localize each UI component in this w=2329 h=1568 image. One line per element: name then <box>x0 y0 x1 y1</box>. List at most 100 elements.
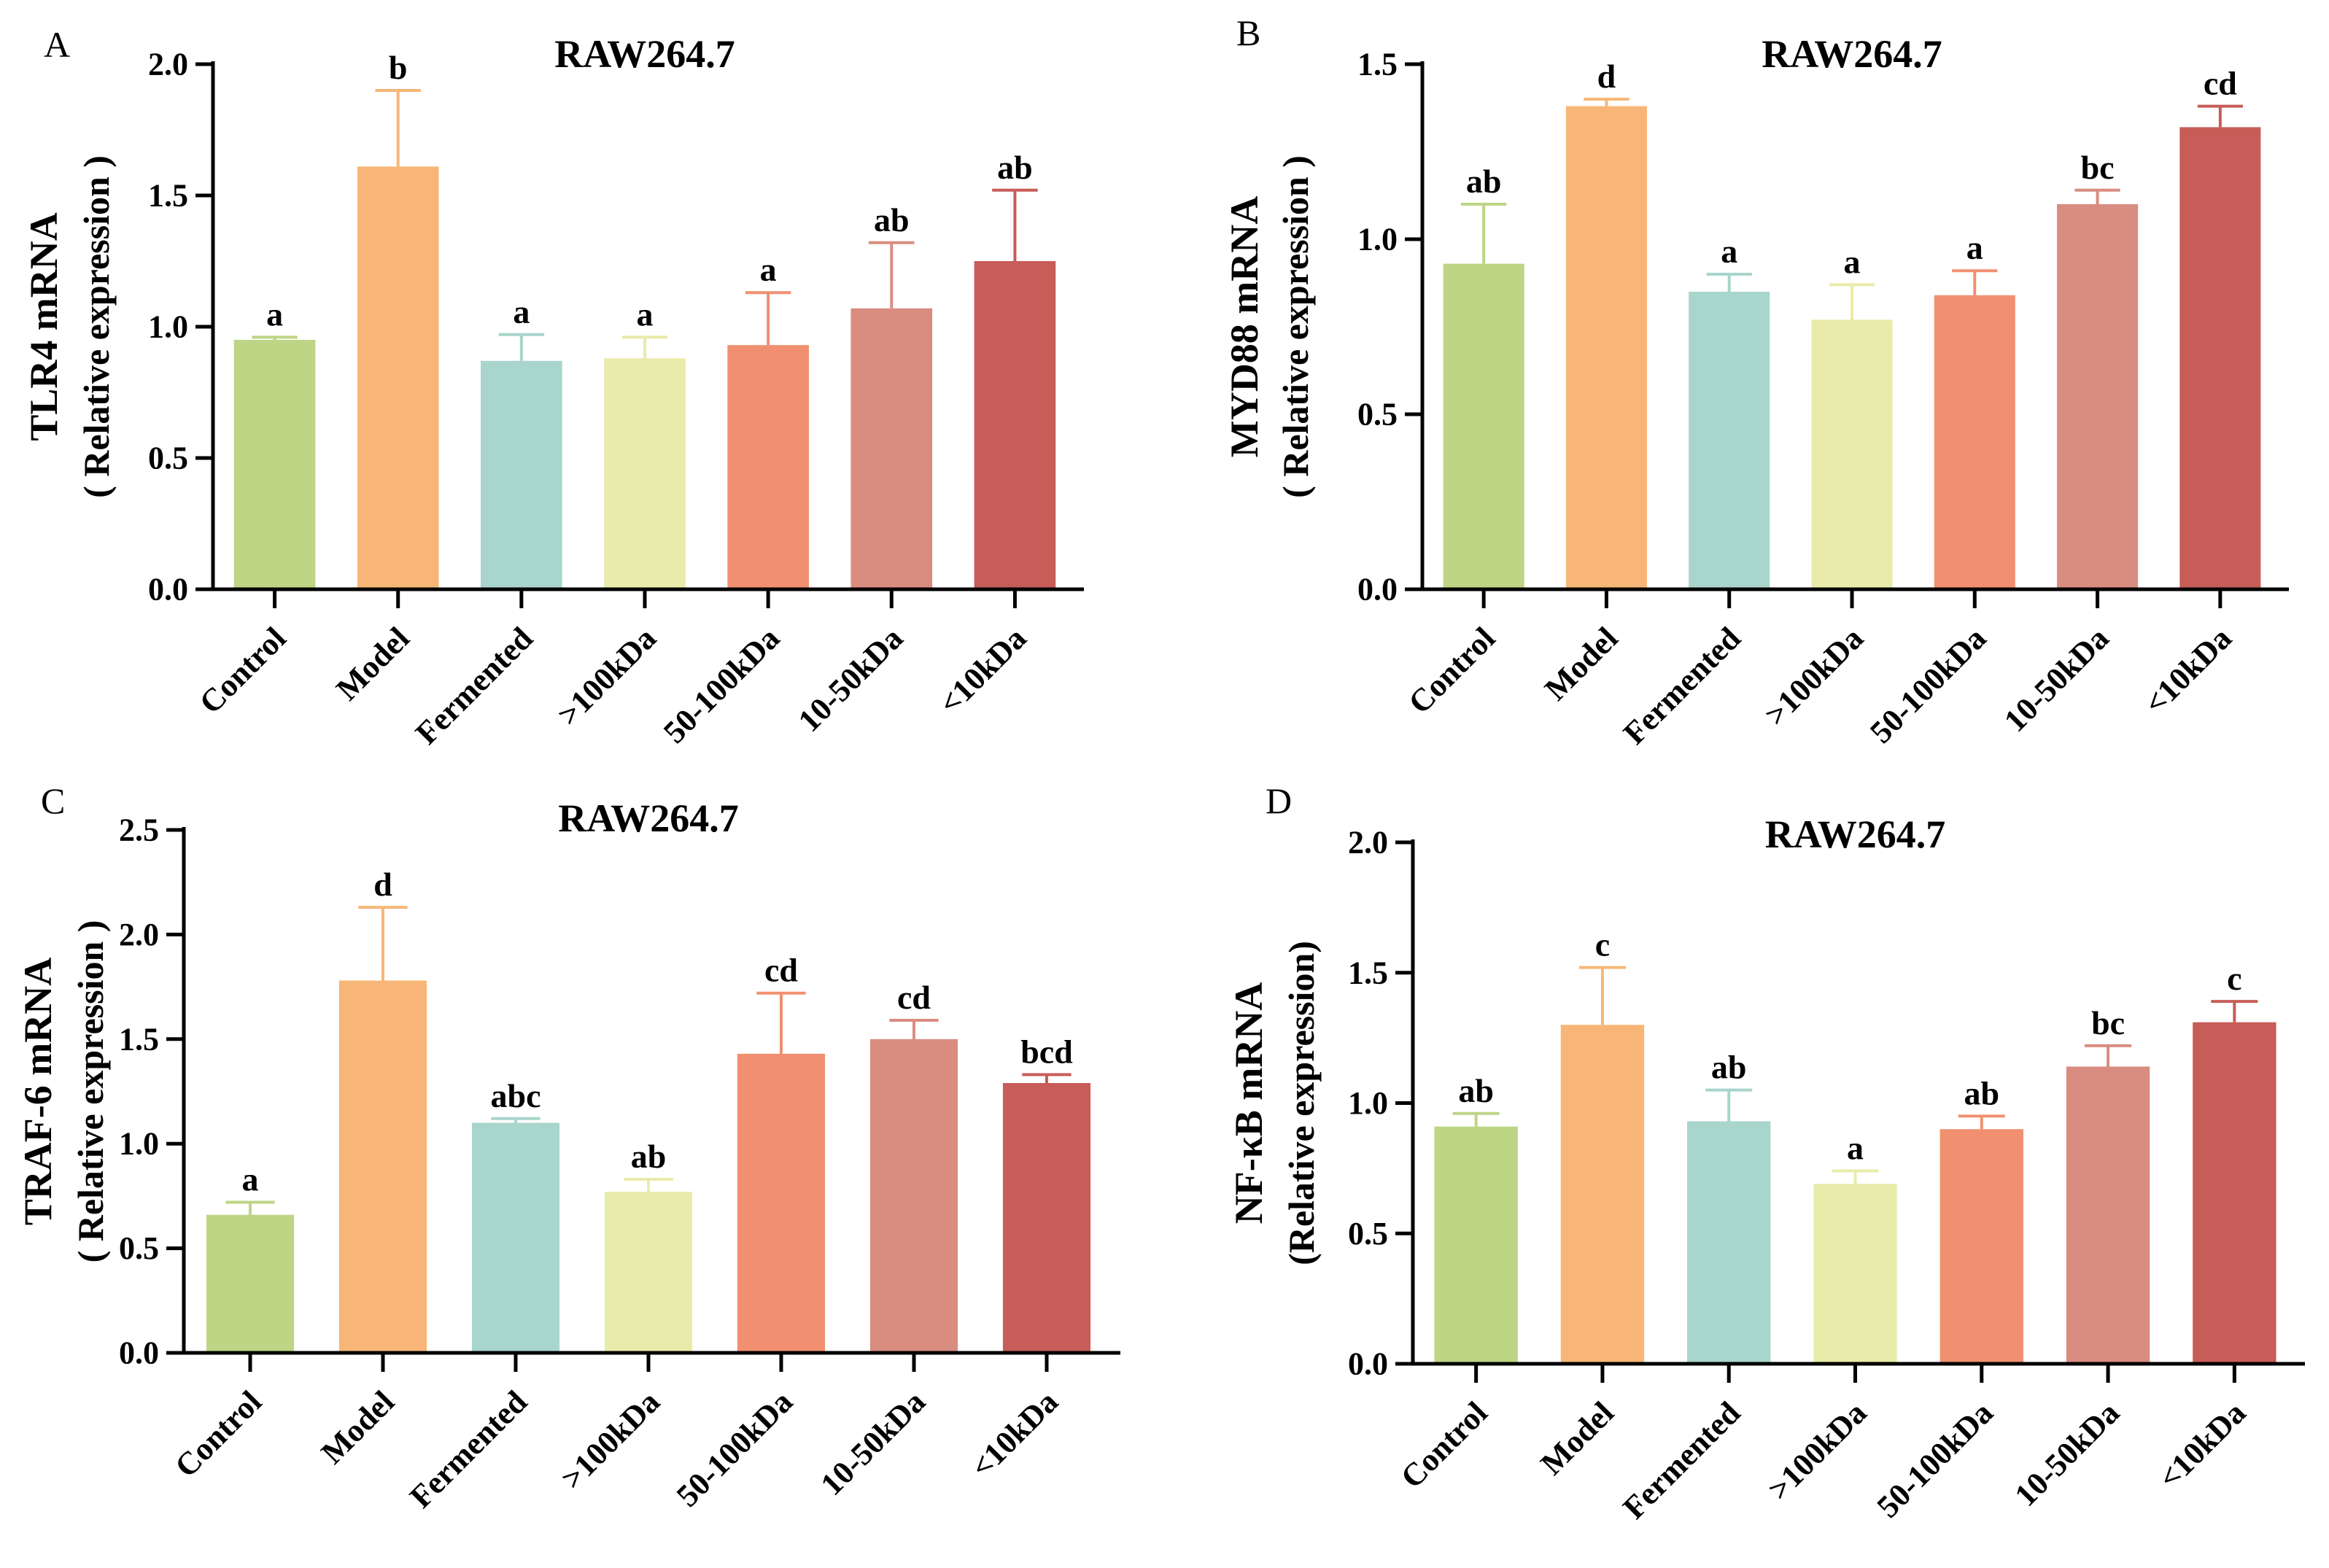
significance-letter: c <box>1595 926 1610 963</box>
significance-letter: a <box>1844 243 1861 280</box>
x-tick-label: Model <box>314 1383 401 1470</box>
y-axis-sublabel: (Relative expression) <box>1281 941 1322 1265</box>
panel-letter: B <box>1236 12 1260 53</box>
y-tick-label: 0.0 <box>1357 572 1398 608</box>
y-axis-label: MYD88 mRNA <box>1222 196 1266 457</box>
significance-letter: a <box>1966 229 1983 266</box>
x-tick-label: 50-100kDa <box>670 1383 799 1513</box>
bar-1 <box>206 1214 295 1353</box>
x-tick-label: <10kDa <box>964 1383 1065 1485</box>
x-tick-label: Fermented <box>1616 620 1748 751</box>
bar-2 <box>357 166 439 589</box>
significance-letter: a <box>513 293 530 330</box>
y-tick-label: 1.0 <box>148 309 188 345</box>
panel-a: A RAW264.7 TLR4 mRNA( Relative expression … <box>22 24 1084 751</box>
y-axis-sublabel: ( Relative expression ) <box>76 155 117 498</box>
bar-7 <box>974 261 1056 589</box>
significance-letter: b <box>389 49 408 86</box>
x-tick-label: <10kDa <box>2152 1394 2253 1496</box>
significance-letter: a <box>637 295 654 333</box>
significance-letter: abc <box>491 1077 541 1114</box>
x-tick-label: >100kDa <box>1758 620 1870 732</box>
panel-letter: A <box>44 24 70 65</box>
bar-2 <box>1565 106 1647 590</box>
significance-letter: d <box>1597 58 1616 95</box>
significance-letter: ab <box>997 149 1033 186</box>
bar-5 <box>1939 1129 2023 1364</box>
bar-2 <box>338 980 427 1353</box>
x-tick-label: 50-100kDa <box>1863 620 1993 750</box>
panel-b: B RAW264.7 MYD88 mRNA( Relative expression… <box>1222 12 2289 751</box>
bar-1 <box>1434 1126 1518 1364</box>
bar-3 <box>471 1122 560 1353</box>
significance-letter: cd <box>764 952 798 989</box>
chart-title: RAW264.7 <box>1762 32 1942 76</box>
x-tick-label: Model <box>1534 1394 1621 1481</box>
x-tick-label: Fermented <box>403 1383 534 1515</box>
y-tick-label: 1.5 <box>119 1021 159 1057</box>
y-tick-label: 0.5 <box>1357 397 1398 432</box>
bar-1 <box>1443 263 1524 589</box>
x-tick-label: 10-50kDa <box>1997 620 2116 739</box>
chart-title: RAW264.7 <box>1765 812 1946 856</box>
x-tick-label: >100kDa <box>1761 1394 1873 1507</box>
bar-6 <box>2066 1066 2150 1364</box>
y-tick-label: 0.5 <box>148 440 188 476</box>
y-axis-sublabel: ( Relative expression ) <box>1275 155 1316 498</box>
significance-letter: bc <box>2081 149 2115 186</box>
bar-6 <box>2057 204 2139 589</box>
x-tick-label: 50-100kDa <box>656 620 786 750</box>
bar-7 <box>1002 1083 1091 1353</box>
significance-letter: a <box>760 251 777 288</box>
x-tick-label: 10-50kDa <box>814 1383 933 1502</box>
significance-letter: d <box>373 866 392 903</box>
x-tick-label: Control <box>1394 1394 1495 1495</box>
significance-letter: a <box>1721 233 1737 270</box>
x-tick-label: Fermented <box>408 620 540 751</box>
panel-d: D RAW264.7 NF-κB mRNA (Relative expression)… <box>1227 780 2305 1526</box>
bar-3 <box>1689 292 1770 589</box>
y-tick-label: 1.5 <box>148 178 188 214</box>
significance-letter: bcd <box>1020 1033 1073 1071</box>
bar-3 <box>481 360 562 589</box>
significance-letter: a <box>266 295 283 333</box>
x-tick-label: Fermented <box>1616 1394 1748 1526</box>
panel-letter: C <box>41 780 65 821</box>
x-tick-label: >100kDa <box>551 620 663 732</box>
y-tick-label: 1.5 <box>1348 955 1388 990</box>
y-axis-label: TRAF-6 mRNA <box>16 958 60 1225</box>
x-tick-label: 10-50kDa <box>2008 1394 2127 1513</box>
significance-letter: ab <box>631 1138 667 1175</box>
bar-4 <box>1813 1184 1897 1364</box>
y-axis-label: NF-κB mRNA <box>1227 982 1271 1224</box>
y-tick-label: 1.0 <box>1348 1085 1388 1121</box>
significance-letter: c <box>2227 960 2241 997</box>
y-tick-label: 2.0 <box>1348 825 1388 861</box>
significance-letter: ab <box>874 201 910 238</box>
y-tick-label: 0.0 <box>1348 1346 1388 1382</box>
bar-7 <box>2193 1022 2276 1364</box>
x-tick-label: Control <box>168 1383 268 1484</box>
bar-4 <box>1811 319 1893 589</box>
x-tick-label: <10kDa <box>2137 620 2239 721</box>
x-tick-label: <10kDa <box>932 620 1034 721</box>
significance-letter: ab <box>1711 1049 1747 1086</box>
y-tick-label: 1.0 <box>1357 222 1398 257</box>
significance-letter: ab <box>1458 1072 1494 1109</box>
significance-letter: a <box>242 1161 259 1198</box>
y-tick-label: 0.5 <box>119 1230 159 1266</box>
y-axis-label: TLR4 mRNA <box>22 212 66 441</box>
significance-letter: cd <box>2204 65 2237 102</box>
bar-2 <box>1560 1025 1645 1364</box>
x-tick-label: Control <box>193 620 293 721</box>
y-tick-label: 0.0 <box>119 1335 159 1371</box>
bar-4 <box>604 358 686 589</box>
chart-title: RAW264.7 <box>558 796 739 840</box>
x-tick-label: Control <box>1401 620 1502 721</box>
y-tick-label: 2.0 <box>119 917 159 952</box>
y-tick-label: 2.5 <box>119 812 159 848</box>
bar-7 <box>2179 127 2261 589</box>
x-tick-label: 50-100kDa <box>1870 1394 2000 1524</box>
y-tick-label: 0.5 <box>1348 1216 1388 1251</box>
